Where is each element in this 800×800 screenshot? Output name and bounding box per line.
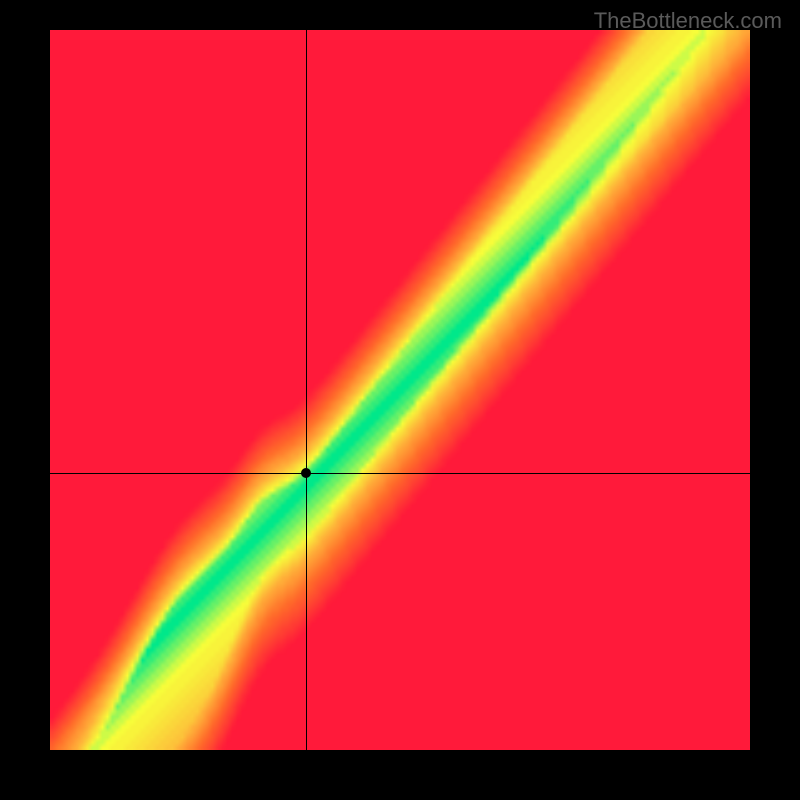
marker-dot [301,468,311,478]
heatmap-canvas [50,30,750,750]
crosshair-horizontal [50,473,750,474]
bottleneck-heatmap [50,30,750,750]
crosshair-vertical [306,30,307,750]
watermark-text: TheBottleneck.com [594,8,782,34]
